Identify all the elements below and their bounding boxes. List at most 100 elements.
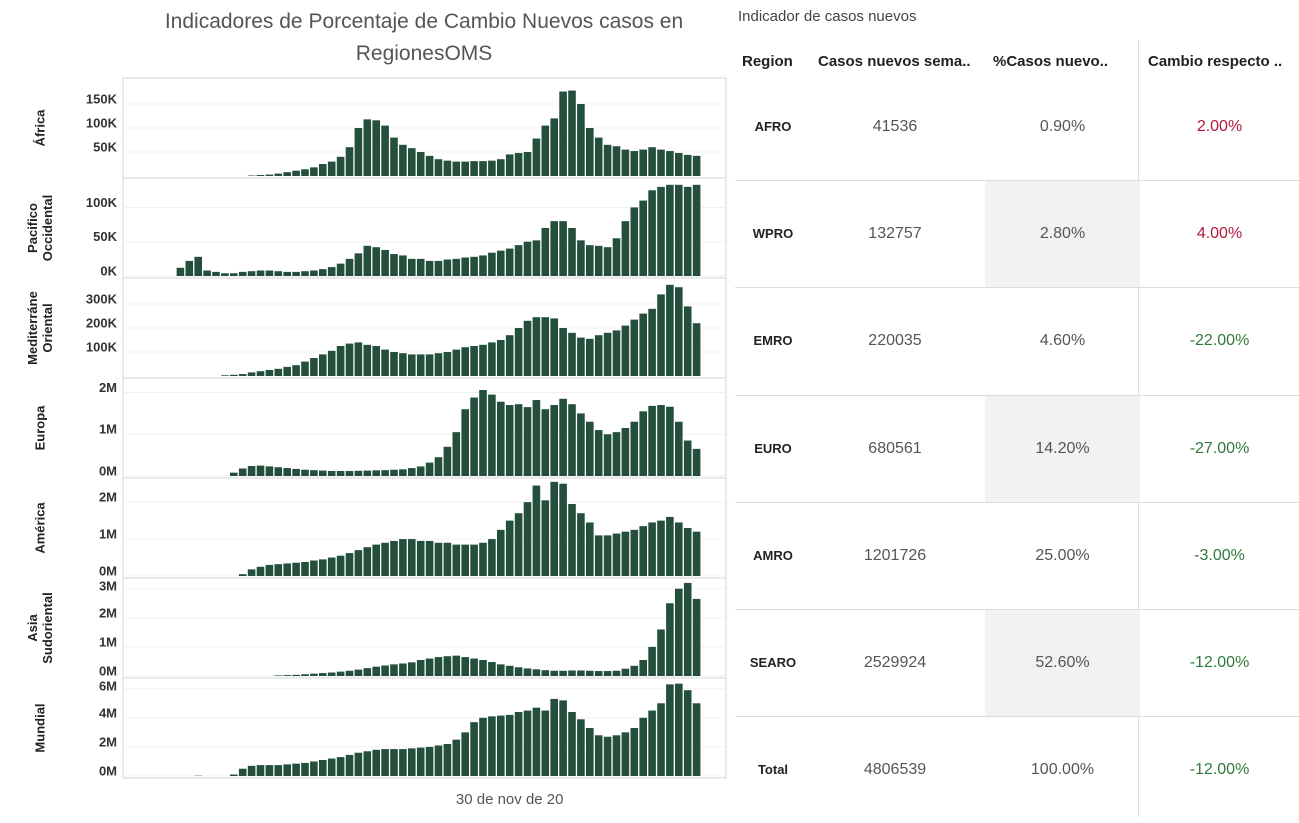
bar <box>310 358 318 376</box>
bar <box>559 671 567 676</box>
bar <box>408 259 416 276</box>
bar <box>639 526 647 576</box>
bar <box>328 351 336 376</box>
bar <box>310 167 318 176</box>
table-cell: -12.00% <box>1140 609 1299 716</box>
bar <box>542 711 550 776</box>
bar <box>390 470 398 476</box>
bar <box>364 547 372 576</box>
bar <box>604 247 612 276</box>
bar <box>461 257 469 276</box>
bar <box>275 564 283 576</box>
bar <box>461 657 469 676</box>
bar <box>355 670 363 676</box>
bar <box>337 346 345 376</box>
bar <box>470 398 478 476</box>
bar <box>470 722 478 776</box>
column-header: Region <box>742 48 793 76</box>
bar <box>657 150 665 176</box>
bar <box>364 246 372 276</box>
bar <box>426 354 434 376</box>
bar <box>497 716 505 776</box>
region-cell: EURO <box>738 395 808 502</box>
bar <box>310 761 318 776</box>
bar <box>639 314 647 376</box>
bar <box>550 482 558 576</box>
bar <box>266 175 274 176</box>
y-tick-label: 0M <box>99 763 117 778</box>
bar <box>533 708 541 776</box>
bar <box>301 169 309 176</box>
bar <box>328 162 336 176</box>
y-tick-label: 300K <box>86 291 118 306</box>
y-tick-label: 100K <box>86 195 118 210</box>
bar <box>666 185 674 276</box>
bar <box>631 530 639 576</box>
bar <box>666 684 674 776</box>
table-cell: 680561 <box>810 395 980 502</box>
bar <box>684 528 692 576</box>
bar <box>283 172 291 176</box>
bar <box>390 352 398 376</box>
bar <box>257 371 265 376</box>
bar <box>604 333 612 376</box>
bar <box>568 404 576 476</box>
bar <box>399 255 407 276</box>
bar <box>355 471 363 476</box>
bar <box>186 261 194 276</box>
bar <box>693 323 701 376</box>
column-header: Casos nuevos sema.. <box>818 48 971 76</box>
bar <box>488 395 496 476</box>
bar <box>488 253 496 276</box>
y-tick-label: 1M <box>99 634 117 649</box>
bar <box>310 674 318 676</box>
bar <box>301 470 309 476</box>
bar <box>444 656 452 676</box>
bar <box>257 466 265 476</box>
bar <box>337 672 345 676</box>
bar <box>666 517 674 576</box>
bar <box>435 159 443 176</box>
bar <box>399 749 407 776</box>
bar <box>533 317 541 376</box>
bar <box>453 656 461 676</box>
bar <box>595 430 603 476</box>
bar <box>515 667 523 676</box>
bar <box>301 562 309 576</box>
bar <box>417 259 425 276</box>
bar <box>381 470 389 476</box>
bar <box>657 703 665 776</box>
bar <box>595 735 603 776</box>
bar <box>524 321 532 376</box>
bar <box>257 567 265 576</box>
y-tick-label: 2M <box>99 380 117 395</box>
bar <box>453 259 461 276</box>
region-cell: WPRO <box>738 180 808 287</box>
row-separator <box>735 395 1299 396</box>
bar <box>275 467 283 476</box>
bar <box>622 150 630 176</box>
bar <box>364 345 372 376</box>
bar <box>453 740 461 776</box>
table-cell: 52.60% <box>985 609 1140 716</box>
bar <box>488 342 496 376</box>
bar <box>666 407 674 476</box>
bar <box>426 747 434 776</box>
table-cell: -22.00% <box>1140 287 1299 394</box>
bar <box>346 553 354 576</box>
bar <box>346 259 354 276</box>
bar <box>310 470 318 476</box>
bar <box>283 563 291 576</box>
region-cell: EMRO <box>738 287 808 394</box>
region-cell: AMRO <box>738 502 808 609</box>
bar <box>275 369 283 376</box>
bar <box>408 748 416 776</box>
bar <box>506 249 514 276</box>
bar <box>559 92 567 176</box>
bar <box>221 375 229 376</box>
bar <box>319 559 327 576</box>
bar <box>292 365 300 376</box>
bar <box>479 718 487 776</box>
bar <box>328 759 336 776</box>
bar <box>586 728 594 776</box>
